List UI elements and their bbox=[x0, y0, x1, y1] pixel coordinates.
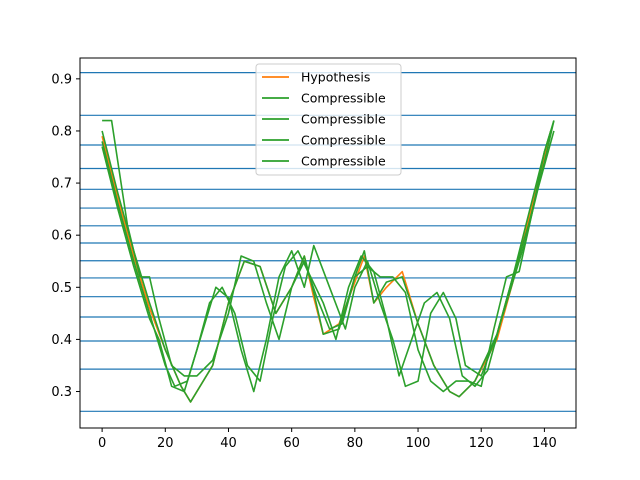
legend-label-1: Compressible bbox=[301, 91, 386, 106]
series-line-3 bbox=[102, 119, 555, 393]
x-tick-label-7: 140 bbox=[532, 436, 557, 451]
legend: Hypothesis Compressible Compressible Compre… bbox=[255, 63, 402, 176]
horizontal-reference-lines bbox=[80, 71, 576, 412]
legend-label-3: Compressible bbox=[301, 133, 386, 148]
x-tick-label-2: 40 bbox=[220, 436, 237, 451]
y-tick-label-5: 0.8 bbox=[51, 124, 72, 139]
y-axis: 0.3 0.4 0.5 0.6 0.7 0.8 0.9 bbox=[51, 72, 80, 400]
x-tick-label-4: 80 bbox=[347, 436, 364, 451]
y-tick-label-1: 0.4 bbox=[51, 333, 72, 348]
legend-label-4: Compressible bbox=[301, 154, 386, 169]
series-line-2 bbox=[101, 120, 555, 393]
series-lines bbox=[101, 119, 555, 403]
x-tick-label-3: 60 bbox=[283, 436, 300, 451]
x-tick-label-1: 20 bbox=[157, 436, 174, 451]
y-tick-label-0: 0.3 bbox=[51, 385, 72, 400]
x-axis: 0 20 40 60 80 100 120 140 bbox=[98, 428, 557, 451]
legend-label-2: Compressible bbox=[301, 112, 386, 127]
y-tick-label-2: 0.5 bbox=[51, 281, 72, 296]
legend-box bbox=[255, 63, 402, 176]
y-tick-label-6: 0.9 bbox=[51, 72, 72, 87]
plot-frame bbox=[79, 57, 577, 429]
y-tick-label-4: 0.7 bbox=[51, 177, 72, 192]
series-line-4 bbox=[101, 130, 555, 393]
x-tick-label-0: 0 bbox=[98, 436, 106, 451]
legend-label-0: Hypothesis bbox=[301, 70, 370, 85]
x-tick-label-6: 120 bbox=[469, 436, 494, 451]
x-tick-label-5: 100 bbox=[406, 436, 431, 451]
y-tick-label-3: 0.6 bbox=[51, 229, 72, 244]
